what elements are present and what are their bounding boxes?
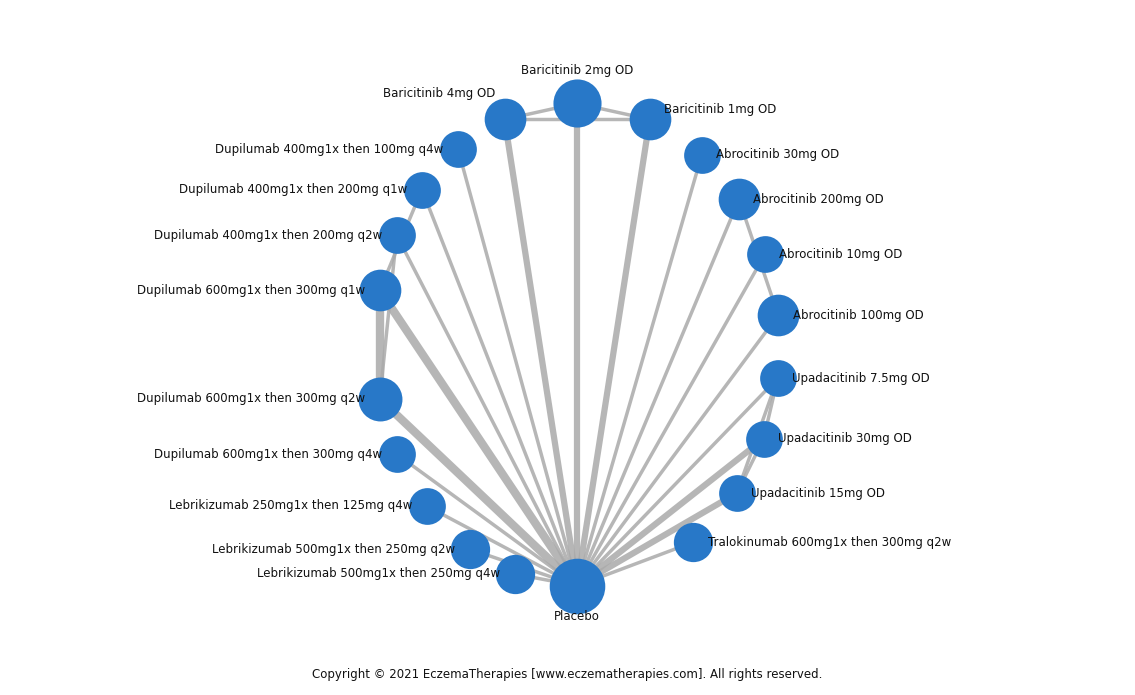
Text: Copyright © 2021 EczemaTherapies [www.eczematherapies.com]. All rights reserved.: Copyright © 2021 EczemaTherapies [www.ec… xyxy=(312,668,823,681)
Text: Upadacitinib 30mg OD: Upadacitinib 30mg OD xyxy=(779,432,913,445)
Text: Dupilumab 400mg1x then 100mg q4w: Dupilumab 400mg1x then 100mg q4w xyxy=(216,143,444,156)
Text: Abrocitinib 200mg OD: Abrocitinib 200mg OD xyxy=(754,193,884,206)
Point xyxy=(730,194,748,205)
Text: Placebo: Placebo xyxy=(554,610,600,623)
Point xyxy=(755,433,773,444)
Point xyxy=(756,249,774,260)
Text: Dupilumab 600mg1x then 300mg q1w: Dupilumab 600mg1x then 300mg q1w xyxy=(137,284,365,297)
Point xyxy=(692,149,711,160)
Point xyxy=(505,569,523,580)
Text: Upadacitinib 7.5mg OD: Upadacitinib 7.5mg OD xyxy=(792,372,930,384)
Text: Abrocitinib 10mg OD: Abrocitinib 10mg OD xyxy=(780,247,902,261)
Point xyxy=(387,448,405,459)
Text: Dupilumab 600mg1x then 300mg q2w: Dupilumab 600mg1x then 300mg q2w xyxy=(137,393,365,405)
Text: Dupilumab 400mg1x then 200mg q2w: Dupilumab 400mg1x then 200mg q2w xyxy=(154,229,382,242)
Text: Lebrikizumab 250mg1x then 125mg q4w: Lebrikizumab 250mg1x then 125mg q4w xyxy=(169,500,412,512)
Point xyxy=(684,537,703,548)
Text: Abrocitinib 30mg OD: Abrocitinib 30mg OD xyxy=(716,148,840,161)
Text: Baricitinib 4mg OD: Baricitinib 4mg OD xyxy=(382,87,495,100)
Text: Dupilumab 600mg1x then 300mg q4w: Dupilumab 600mg1x then 300mg q4w xyxy=(154,448,382,461)
Point xyxy=(449,144,468,155)
Point xyxy=(640,114,658,125)
Point xyxy=(371,393,389,404)
Text: Tralokinumab 600mg1x then 300mg q2w: Tralokinumab 600mg1x then 300mg q2w xyxy=(708,536,951,548)
Point xyxy=(461,543,479,555)
Text: Lebrikizumab 500mg1x then 250mg q2w: Lebrikizumab 500mg1x then 250mg q2w xyxy=(212,543,455,555)
Point xyxy=(728,487,746,498)
Text: Upadacitinib 15mg OD: Upadacitinib 15mg OD xyxy=(751,486,885,500)
Text: Lebrikizumab 500mg1x then 250mg q4w: Lebrikizumab 500mg1x then 250mg q4w xyxy=(257,567,501,580)
Text: Abrocitinib 100mg OD: Abrocitinib 100mg OD xyxy=(792,309,924,322)
Text: Dupilumab 400mg1x then 200mg q1w: Dupilumab 400mg1x then 200mg q1w xyxy=(179,183,407,196)
Point xyxy=(770,310,788,321)
Text: Baricitinib 1mg OD: Baricitinib 1mg OD xyxy=(664,104,776,116)
Point xyxy=(413,184,431,195)
Point xyxy=(568,580,586,591)
Point xyxy=(496,114,514,125)
Point xyxy=(768,373,787,384)
Point xyxy=(387,229,405,240)
Point xyxy=(418,500,436,512)
Point xyxy=(371,285,389,296)
Point xyxy=(568,98,586,109)
Text: Baricitinib 2mg OD: Baricitinib 2mg OD xyxy=(521,64,633,77)
